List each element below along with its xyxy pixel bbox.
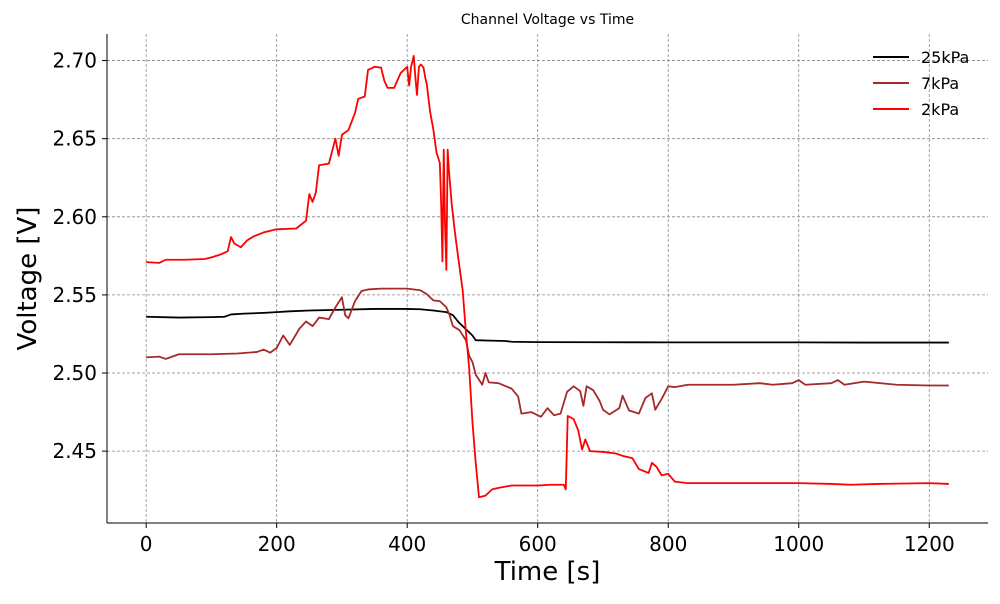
y-tick-label: 2.60 bbox=[52, 205, 97, 229]
legend-label: 2kPa bbox=[921, 100, 959, 119]
legend-label: 7kPa bbox=[921, 74, 959, 93]
legend: 25kPa 7kPa 2kPa bbox=[873, 48, 969, 119]
y-tick-label: 2.45 bbox=[52, 439, 97, 463]
axes bbox=[106, 34, 988, 524]
series-lines bbox=[146, 54, 949, 499]
grid bbox=[107, 34, 988, 523]
series-line-25kpa bbox=[146, 308, 949, 344]
y-tick-label: 2.55 bbox=[52, 283, 97, 307]
x-tick-label: 1000 bbox=[773, 532, 824, 556]
x-tick-label: 200 bbox=[258, 532, 296, 556]
y-tick-label: 2.50 bbox=[52, 361, 97, 385]
y-axis-label: Voltage [V] bbox=[13, 207, 43, 351]
legend-label: 25kPa bbox=[921, 48, 969, 67]
series-line-2kpa bbox=[146, 54, 949, 499]
ticks: 0 200 400 600 800 1000 1200 2.45 2.50 2.55 2.60 2.6… bbox=[52, 49, 954, 556]
x-tick-label: 800 bbox=[649, 532, 687, 556]
y-tick-label: 2.65 bbox=[52, 127, 97, 151]
series-line-7kpa bbox=[146, 287, 949, 418]
x-tick-label: 0 bbox=[140, 532, 153, 556]
x-tick-label: 600 bbox=[519, 532, 557, 556]
x-tick-label: 400 bbox=[388, 532, 426, 556]
x-tick-label: 1200 bbox=[904, 532, 955, 556]
y-tick-label: 2.70 bbox=[52, 49, 97, 73]
x-axis-label: Time [s] bbox=[494, 557, 601, 587]
chart-title: Channel Voltage vs Time bbox=[461, 12, 634, 28]
